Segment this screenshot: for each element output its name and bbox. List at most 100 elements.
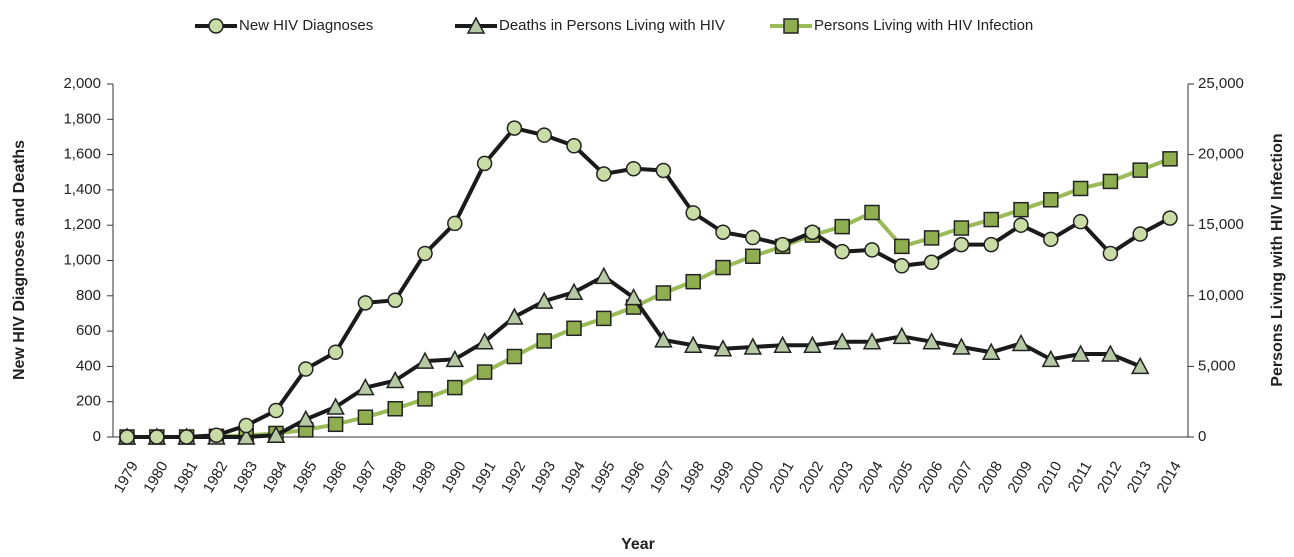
x-tick-label: 1985 xyxy=(289,458,320,495)
y-tick-label: 1,800 xyxy=(63,110,101,127)
y2-tick-label: 5,000 xyxy=(1198,357,1236,374)
y-tick-label: 1,400 xyxy=(63,181,101,198)
data-point xyxy=(387,401,403,417)
legend-label: New HIV Diagnoses xyxy=(239,17,373,34)
y2-tick-label: 0 xyxy=(1198,428,1206,445)
data-point xyxy=(149,429,165,445)
data-point xyxy=(566,138,582,154)
y-tick-label: 400 xyxy=(76,357,101,374)
data-point xyxy=(298,361,314,377)
legend-label: Deaths in Persons Living with HIV xyxy=(499,17,725,34)
x-tick-label: 1979 xyxy=(110,458,141,495)
data-point xyxy=(1011,333,1031,352)
data-point xyxy=(356,377,375,396)
x-tick-label: 1999 xyxy=(706,458,737,495)
y2-tick-label: 15,000 xyxy=(1198,216,1244,233)
data-point xyxy=(1072,180,1089,197)
data-point xyxy=(862,332,882,350)
y2-tick-label: 25,000 xyxy=(1198,75,1244,92)
data-point xyxy=(983,211,999,228)
y-tick-label: 600 xyxy=(76,322,101,339)
x-tick-label: 2009 xyxy=(1004,458,1035,495)
data-point xyxy=(447,379,463,396)
y-tick-label: 200 xyxy=(76,393,101,410)
x-tick-label: 1987 xyxy=(349,458,380,495)
x-tick-label: 1998 xyxy=(677,458,708,495)
data-point xyxy=(743,337,763,355)
data-point xyxy=(476,364,493,380)
y-tick-label: 1,000 xyxy=(63,251,101,268)
x-tick-label: 1982 xyxy=(200,458,231,495)
y2-axis-title: Persons Living with HIV Infection xyxy=(1269,133,1286,386)
data-point xyxy=(745,248,761,265)
data-point xyxy=(685,273,701,290)
data-point xyxy=(654,330,673,348)
data-point xyxy=(1043,231,1059,248)
legend-label: Persons Living with HIV Infection xyxy=(814,17,1033,34)
x-tick-label: 2010 xyxy=(1034,458,1065,495)
data-point xyxy=(506,120,523,136)
y2-tick-label: 20,000 xyxy=(1198,146,1244,163)
data-point xyxy=(1162,210,1178,226)
x-tick-label: 2014 xyxy=(1153,458,1184,495)
x-tick-label: 2012 xyxy=(1094,458,1125,495)
data-point xyxy=(981,342,1001,361)
y-tick-label: 1,600 xyxy=(63,146,101,163)
data-point xyxy=(803,335,822,353)
data-point xyxy=(238,417,254,434)
x-tick-label: 2001 xyxy=(766,458,797,495)
data-point xyxy=(476,155,493,172)
data-point xyxy=(266,425,286,443)
y-axis-title: New HIV Diagnoses and Deaths xyxy=(11,140,28,380)
x-tick-label: 1981 xyxy=(170,458,201,495)
data-point xyxy=(119,429,135,445)
data-point xyxy=(683,335,703,353)
data-point xyxy=(1162,151,1178,167)
x-tick-label: 1983 xyxy=(230,458,261,495)
x-tick-label: 1986 xyxy=(319,458,350,495)
data-point xyxy=(296,409,316,428)
data-point xyxy=(834,218,850,235)
data-point xyxy=(1071,344,1090,362)
data-point xyxy=(475,332,494,350)
data-point xyxy=(923,254,940,271)
x-tick-label: 1996 xyxy=(617,458,648,495)
x-tick-label: 2005 xyxy=(885,458,916,495)
data-point xyxy=(953,236,970,253)
data-point xyxy=(1013,217,1029,233)
x-tick-label: 2013 xyxy=(1124,458,1155,495)
x-tick-label: 1995 xyxy=(587,458,618,495)
x-tick-label: 1984 xyxy=(259,458,290,495)
data-point xyxy=(417,245,433,262)
data-point xyxy=(178,429,195,445)
series-line xyxy=(127,125,1171,439)
data-point xyxy=(594,266,614,285)
x-tick-label: 1989 xyxy=(408,458,439,495)
x-tick-label: 1988 xyxy=(379,458,410,495)
data-point xyxy=(1132,226,1148,242)
y-tick-label: 800 xyxy=(76,287,101,304)
data-point xyxy=(327,416,344,433)
data-point xyxy=(953,220,970,236)
data-point xyxy=(983,236,999,253)
data-point xyxy=(357,295,374,311)
legend-marker xyxy=(208,18,224,34)
x-tick-label: 2011 xyxy=(1065,458,1096,494)
data-point xyxy=(1102,245,1119,262)
data-point xyxy=(864,242,880,258)
data-point xyxy=(715,259,731,276)
data-point xyxy=(1013,201,1029,218)
data-point xyxy=(715,224,731,241)
data-point xyxy=(1043,192,1059,208)
x-tick-label: 1990 xyxy=(438,458,469,495)
data-point xyxy=(1132,162,1148,178)
data-point xyxy=(655,285,672,301)
data-point xyxy=(832,332,852,350)
data-point xyxy=(624,287,643,306)
data-point xyxy=(625,160,642,177)
x-tick-label: 2006 xyxy=(915,458,946,495)
y-tick-label: 0 xyxy=(93,428,101,445)
x-tick-label: 1997 xyxy=(647,458,678,495)
legend-marker xyxy=(466,16,486,34)
